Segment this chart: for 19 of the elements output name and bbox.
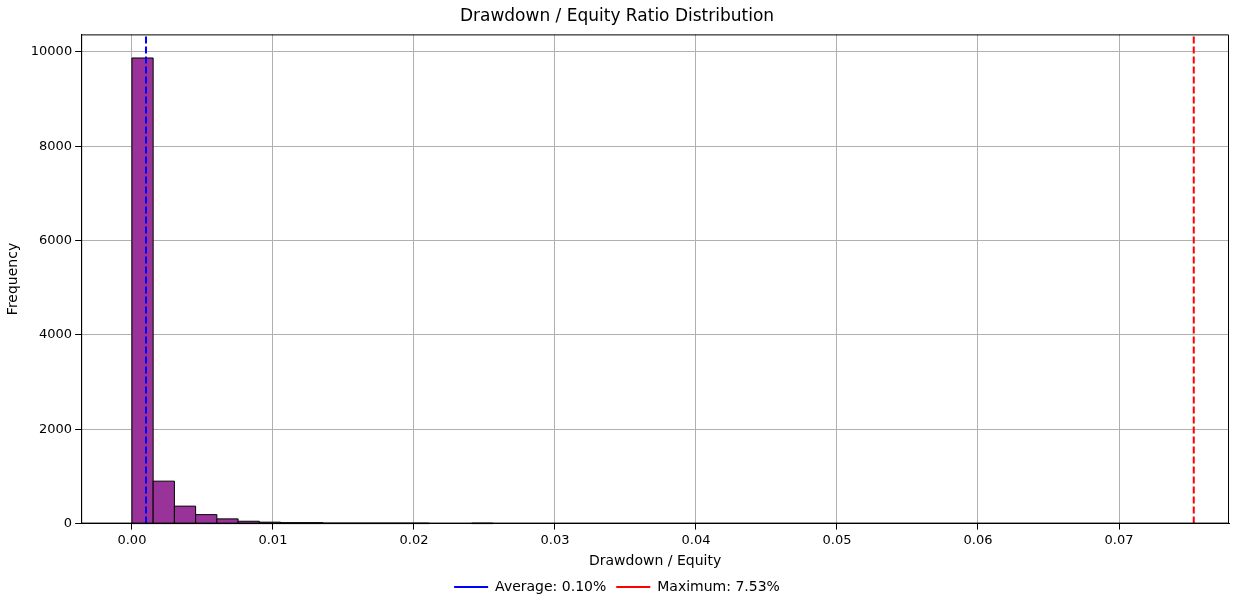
x-tick-label: 0.02 [399,531,429,547]
y-tick-label: 4000 [39,326,73,342]
y-tick-label: 2000 [39,420,73,436]
y-tick-label: 8000 [39,137,73,153]
x-tick-label: 0.01 [258,531,288,547]
legend-label: Average: 0.10% [495,577,607,594]
y-tick-label: 0 [63,514,73,530]
x-tick-label: 0.05 [822,531,852,547]
x-tick-label: 0.03 [540,531,570,547]
y-axis-title: Frequency [4,242,21,316]
x-tick-label: 0.04 [681,531,711,547]
y-tick-label: 10000 [30,43,73,59]
x-axis-title: Drawdown / Equity [588,552,722,569]
chart-title: Drawdown / Equity Ratio Distribution [459,4,775,25]
x-tick-label: 0.07 [1104,531,1134,547]
y-tick-label: 6000 [39,231,73,247]
legend-label: Maximum: 7.53% [657,577,780,594]
x-tick-label: 0.06 [963,531,993,547]
x-tick-label: 0.00 [117,531,147,547]
